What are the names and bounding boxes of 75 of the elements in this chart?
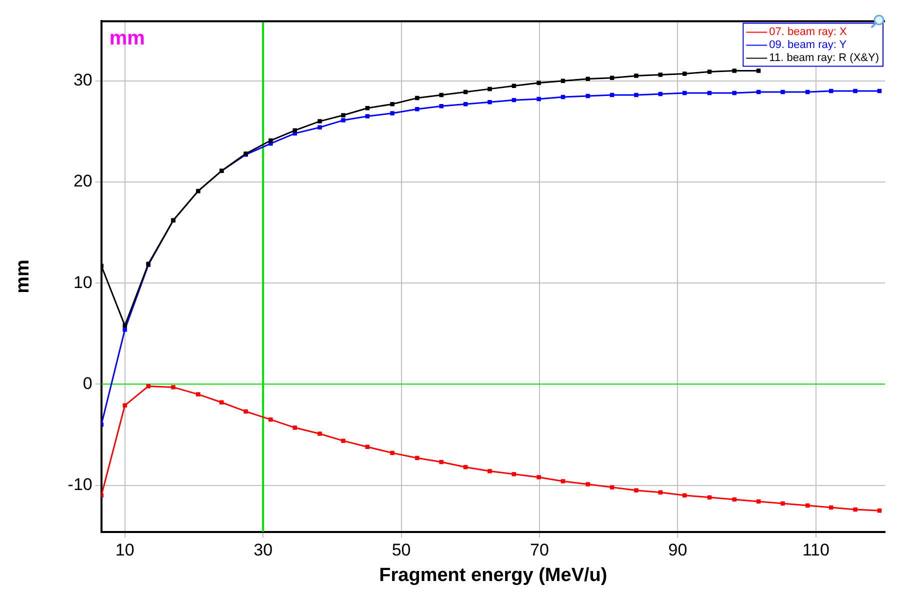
point (586, 76, 590, 81)
y-tick-label: -10 (68, 474, 92, 494)
legend-label: 09. beam ray: Y (769, 39, 848, 52)
point (707, 70, 712, 74)
point (536, 96, 541, 102)
point (318, 119, 322, 124)
point (634, 74, 638, 78)
point (341, 113, 346, 118)
point (318, 432, 322, 436)
point (586, 94, 590, 98)
point (390, 450, 394, 456)
y-tick-label: 10 (73, 272, 92, 292)
point (634, 92, 638, 98)
point (536, 80, 541, 85)
point (560, 78, 566, 83)
point (292, 426, 297, 430)
point (341, 438, 346, 443)
y-tick-label: 20 (73, 172, 92, 191)
point (853, 88, 858, 94)
point (122, 323, 127, 328)
point (318, 125, 322, 130)
x-tick-label: 110 (802, 540, 830, 560)
point (610, 485, 614, 490)
x-tick-label: 30 (254, 540, 273, 560)
x-tick-label: 90 (668, 540, 688, 560)
point (488, 100, 492, 104)
point (439, 92, 444, 98)
point (390, 111, 394, 116)
point (292, 128, 297, 133)
x-tick-label: 10 (115, 540, 134, 560)
point (196, 392, 200, 396)
point (756, 68, 761, 73)
legend-label: 11. beam ray: R (X&Y) (769, 52, 880, 64)
point (560, 479, 566, 484)
point (244, 409, 248, 414)
point (610, 76, 614, 80)
point (586, 482, 590, 486)
point (171, 385, 176, 390)
point (268, 417, 273, 422)
point (512, 472, 516, 476)
point (439, 104, 444, 108)
point (658, 72, 663, 77)
annotation: mm (109, 28, 145, 50)
point (390, 102, 394, 106)
point (488, 469, 492, 474)
point (536, 475, 541, 480)
point (268, 138, 273, 143)
point (682, 72, 687, 76)
point (658, 490, 663, 494)
point (634, 488, 638, 492)
x-tick-label: 70 (530, 540, 549, 560)
point (732, 68, 736, 73)
y-tick-label: 30 (73, 70, 92, 90)
point (780, 501, 785, 506)
x-axis-title: Fragment energy (MeV/u) (379, 564, 608, 586)
point (365, 114, 370, 118)
point (122, 327, 127, 332)
point (853, 507, 858, 512)
y-tick-label: 0 (82, 374, 92, 393)
point (365, 106, 370, 110)
point (488, 86, 492, 92)
y-axis-title: mm (12, 260, 34, 294)
point (732, 90, 736, 96)
point (780, 90, 785, 94)
point (341, 118, 346, 122)
point (415, 456, 420, 460)
point (365, 444, 370, 449)
point (122, 403, 127, 408)
point (415, 107, 420, 112)
x-tick-label: 50 (392, 540, 411, 560)
point (732, 497, 736, 502)
point (415, 96, 420, 100)
point (146, 384, 150, 388)
point (439, 460, 444, 464)
legend-label: 07. beam ray: X (769, 26, 848, 38)
